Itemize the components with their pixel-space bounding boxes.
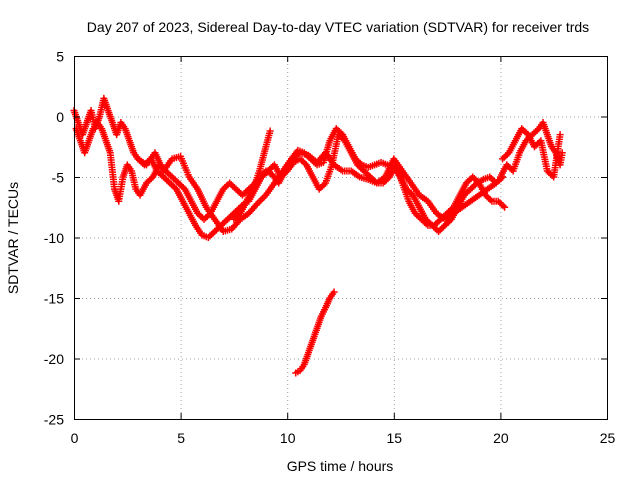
y-tick-label: -15 xyxy=(44,291,64,307)
y-tick-label: -5 xyxy=(52,170,65,186)
x-tick-label: 10 xyxy=(280,430,296,446)
y-tick-label: -20 xyxy=(44,351,64,367)
x-tick-label: 0 xyxy=(71,430,79,446)
series-track-6 xyxy=(292,288,338,377)
x-tick-label: 20 xyxy=(493,430,509,446)
series-track-5 xyxy=(245,131,509,229)
series-track-8 xyxy=(499,125,564,181)
data-point-marker xyxy=(501,203,509,211)
y-tick-label: -10 xyxy=(44,230,64,246)
x-tick-label: 5 xyxy=(177,430,185,446)
y-tick-label: 5 xyxy=(56,49,64,65)
series-track-7 xyxy=(496,119,566,181)
y-tick-label: -25 xyxy=(44,412,64,428)
x-axis-label: GPS time / hours xyxy=(287,458,394,474)
y-axis-label: SDTVAR / TECUs xyxy=(5,182,21,294)
data-point-marker xyxy=(266,127,274,135)
chart-title: Day 207 of 2023, Sidereal Day-to-day VTE… xyxy=(87,19,589,35)
data-point-marker xyxy=(330,288,338,296)
y-tick-label: 0 xyxy=(56,109,64,125)
data-point-marker xyxy=(556,131,564,139)
x-tick-label: 15 xyxy=(387,430,403,446)
axis-ticks: 0 5 10 15 20 25 5 0 -5 -10 -15 -20 -25 xyxy=(44,49,616,447)
data-points xyxy=(70,94,566,377)
x-tick-label: 25 xyxy=(600,430,616,446)
